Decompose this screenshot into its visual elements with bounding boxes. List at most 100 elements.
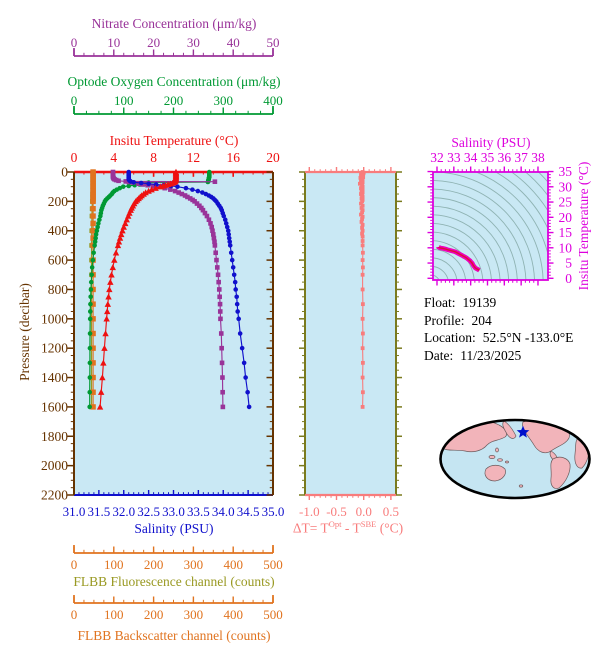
- svg-text:30: 30: [559, 179, 573, 194]
- svg-text:31.5: 31.5: [88, 504, 111, 519]
- svg-text:1400: 1400: [41, 370, 68, 385]
- svg-text:300: 300: [214, 93, 234, 108]
- info-row-location: Location: 52.5°N -133.0°E: [424, 330, 574, 345]
- svg-text:32.0: 32.0: [112, 504, 135, 519]
- svg-text:2000: 2000: [41, 458, 68, 473]
- salinity-axis-title: Salinity (PSU): [134, 521, 214, 536]
- backscatter-axis-title: FLBB Backscatter channel (counts): [77, 628, 271, 643]
- svg-text:0: 0: [71, 150, 78, 165]
- svg-text:1000: 1000: [41, 311, 68, 326]
- oxygen-axis-title: Optode Oxygen Concentration (μm/kg): [67, 74, 281, 89]
- nitrate-axis: 0 10 20 30 40 50: [71, 35, 280, 57]
- temperature-axis: 0 4 8 12 16 20: [71, 150, 280, 177]
- svg-text:35: 35: [481, 150, 495, 165]
- svg-text:37: 37: [514, 150, 528, 165]
- oxygen-axis: 0 100 200 300 400: [71, 93, 283, 115]
- svg-text:1600: 1600: [41, 399, 68, 414]
- svg-text:1200: 1200: [41, 341, 68, 356]
- svg-text:0.5: 0.5: [383, 504, 399, 519]
- series-insitu-temperature-c-: [96, 168, 180, 410]
- svg-text:16: 16: [226, 150, 240, 165]
- svg-text:0: 0: [71, 35, 78, 50]
- svg-text:32.5: 32.5: [137, 504, 160, 519]
- svg-text:2200: 2200: [41, 488, 68, 503]
- svg-text:34.0: 34.0: [212, 504, 235, 519]
- pressure-axis: 0 200 400 600 800 1000 1200 1400 1600 1800 2000 220…: [41, 165, 274, 503]
- svg-text:500: 500: [263, 557, 283, 572]
- svg-text:35.0: 35.0: [262, 504, 285, 519]
- temperature-axis-title: Insitu Temperature (°C): [109, 133, 239, 148]
- svg-text:800: 800: [48, 282, 69, 297]
- svg-text:100: 100: [104, 557, 124, 572]
- svg-text:200: 200: [144, 607, 164, 622]
- svg-text:10: 10: [559, 240, 573, 255]
- world-map: [439, 418, 591, 500]
- salinity-axis: 31.0 31.5 32.0 32.5 33.0 33.5 34.0 34.5 35.0: [63, 490, 285, 519]
- svg-text:34: 34: [464, 150, 478, 165]
- svg-text:15: 15: [559, 225, 573, 240]
- svg-text:400: 400: [48, 223, 69, 238]
- svg-text:100: 100: [114, 93, 134, 108]
- svg-text:-1.0: -1.0: [299, 504, 320, 519]
- svg-text:34.5: 34.5: [237, 504, 260, 519]
- svg-text:35: 35: [559, 164, 573, 179]
- svg-text:33: 33: [447, 150, 461, 165]
- svg-text:33.5: 33.5: [187, 504, 210, 519]
- svg-text:10: 10: [107, 35, 120, 50]
- svg-text:0: 0: [61, 165, 68, 180]
- backscatter-axis: 0 100 200 300 400 500: [71, 595, 283, 622]
- svg-text:4: 4: [110, 150, 117, 165]
- svg-text:5: 5: [565, 256, 572, 271]
- svg-text:20: 20: [559, 210, 573, 225]
- delta-t-panel: -1.0 -0.5 0.0 0.5: [299, 167, 402, 519]
- series-salinity-psu-: [126, 169, 252, 410]
- svg-text:32: 32: [430, 150, 444, 165]
- svg-text:0.0: 0.0: [356, 504, 372, 519]
- svg-text:40: 40: [227, 35, 240, 50]
- svg-text:300: 300: [184, 607, 204, 622]
- svg-text:36: 36: [498, 150, 512, 165]
- svg-text:50: 50: [267, 35, 280, 50]
- nitrate-axis-title: Nitrate Concentration (μm/kg): [91, 16, 257, 31]
- svg-text:300: 300: [184, 557, 204, 572]
- svg-text:25: 25: [559, 195, 573, 210]
- info-row-profile: Profile: 204: [424, 312, 492, 328]
- svg-text:0: 0: [71, 607, 78, 622]
- svg-text:12: 12: [187, 150, 201, 165]
- info-row-date: Date: 11/23/2025: [424, 347, 522, 363]
- ts-curve: [436, 245, 481, 273]
- svg-text:33.0: 33.0: [162, 504, 185, 519]
- svg-text:400: 400: [223, 557, 243, 572]
- svg-text:200: 200: [164, 93, 184, 108]
- svg-text:38: 38: [531, 150, 545, 165]
- svg-text:500: 500: [263, 607, 283, 622]
- svg-text:30: 30: [187, 35, 200, 50]
- pressure-axis-title: Pressure (decibar): [17, 283, 32, 381]
- ts-temperature-axis-title: Insitu Temperature (°C): [576, 161, 591, 291]
- svg-text:400: 400: [223, 607, 243, 622]
- svg-text:-0.5: -0.5: [326, 504, 347, 519]
- svg-text:20: 20: [266, 150, 280, 165]
- svg-text:0: 0: [71, 93, 78, 108]
- svg-text:8: 8: [150, 150, 157, 165]
- ts-salinity-axis-title: Salinity (PSU): [451, 135, 531, 150]
- svg-text:200: 200: [144, 557, 164, 572]
- fluorescence-axis-title: FLBB Fluorescence channel (counts): [73, 574, 275, 589]
- svg-text:200: 200: [48, 194, 69, 209]
- info-row-float: Float: 19139: [424, 295, 497, 310]
- svg-text:0: 0: [71, 557, 78, 572]
- svg-text:100: 100: [104, 607, 124, 622]
- float-info-block: Float: 19139 Profile: 204 Location: 52.5°N …: [424, 294, 573, 364]
- fluorescence-axis: 0 100 200 300 400 500: [71, 545, 283, 572]
- svg-text:20: 20: [147, 35, 160, 50]
- svg-text:400: 400: [263, 93, 283, 108]
- svg-text:1800: 1800: [41, 429, 68, 444]
- delta-t-axis-title: ΔT= TOpt - TSBE (°C): [292, 519, 404, 536]
- float-location-marker: [516, 425, 530, 438]
- svg-text:31.0: 31.0: [63, 504, 86, 519]
- svg-text:0: 0: [565, 271, 572, 286]
- svg-text:600: 600: [48, 253, 69, 268]
